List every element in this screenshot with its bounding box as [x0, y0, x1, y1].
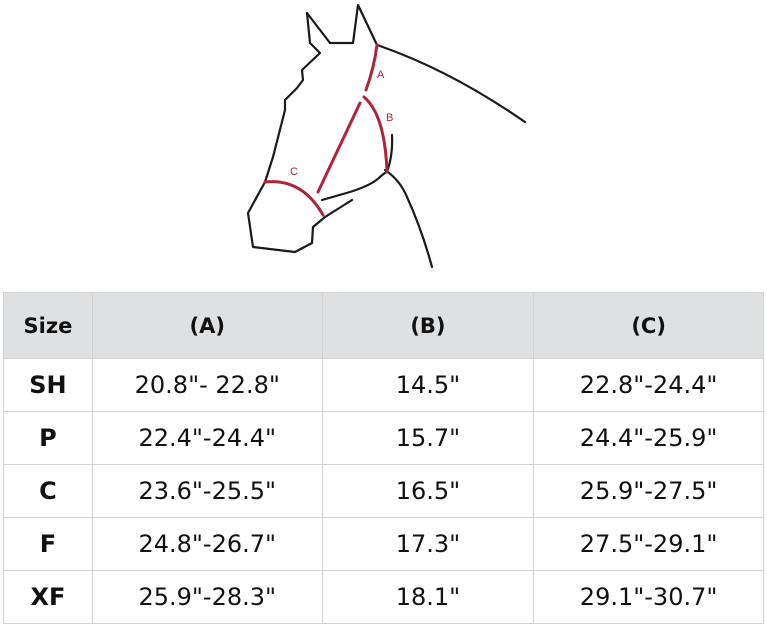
cell-a: 24.8"-26.7": [91, 517, 323, 571]
cell-size: P: [3, 411, 93, 465]
horse-ear-outline: [328, 3, 379, 47]
table-row: C 23.6"-25.5" 16.5" 25.9"-27.5": [3, 464, 764, 518]
measure-line-a: [364, 43, 379, 92]
horse-jaw: [320, 170, 389, 202]
cell-b: 16.5": [321, 464, 535, 518]
cell-a: 23.6"-25.5": [91, 464, 323, 518]
table-row: XF 25.9"-28.3" 18.1" 29.1"-30.7": [3, 570, 764, 624]
table-row: SH 20.8"- 22.8" 14.5" 22.8"-24.4": [3, 358, 764, 412]
measure-line-c: [263, 180, 325, 217]
cell-a: 22.4"-24.4": [91, 411, 323, 465]
horse-neck-bottom: [383, 168, 434, 269]
cell-size: SH: [3, 358, 93, 412]
cell-c: 27.5"-29.1": [533, 517, 764, 571]
measure-line-diagonal: [316, 101, 362, 194]
table-header-row: Size (A) (B) (C): [3, 292, 764, 359]
label-a: A: [377, 69, 385, 81]
cell-a: 20.8"- 22.8": [91, 358, 323, 412]
horse-head-outline: [246, 11, 354, 254]
measure-line-b: [362, 95, 389, 174]
cell-c: 24.4"-25.9": [533, 411, 764, 465]
horse-neck-top: [375, 43, 527, 124]
cell-c: 29.1"-30.7": [533, 570, 764, 624]
size-chart-table: Size (A) (B) (C) SH 20.8"- 22.8" 14.5" 2…: [3, 292, 764, 624]
label-b: B: [386, 112, 393, 124]
table-row: P 22.4"-24.4" 15.7" 24.4"-25.9": [3, 411, 764, 465]
header-c: (C): [533, 292, 764, 359]
cell-b: 14.5": [321, 358, 535, 412]
label-c: C: [290, 166, 298, 178]
cell-size: C: [3, 464, 93, 518]
cell-c: 22.8"-24.4": [533, 358, 764, 412]
cell-size: XF: [3, 570, 93, 624]
cell-size: F: [3, 517, 93, 571]
cell-b: 17.3": [321, 517, 535, 571]
cell-a: 25.9"-28.3": [91, 570, 323, 624]
cell-b: 15.7": [321, 411, 535, 465]
cell-b: 18.1": [321, 570, 535, 624]
table-row: F 24.8"-26.7" 17.3" 27.5"-29.1": [3, 517, 764, 571]
header-b: (B): [321, 292, 535, 359]
header-a: (A): [91, 292, 323, 359]
cell-c: 25.9"-27.5": [533, 464, 764, 518]
horse-head-diagram: A B C: [246, 3, 527, 269]
header-size: Size: [3, 292, 93, 359]
